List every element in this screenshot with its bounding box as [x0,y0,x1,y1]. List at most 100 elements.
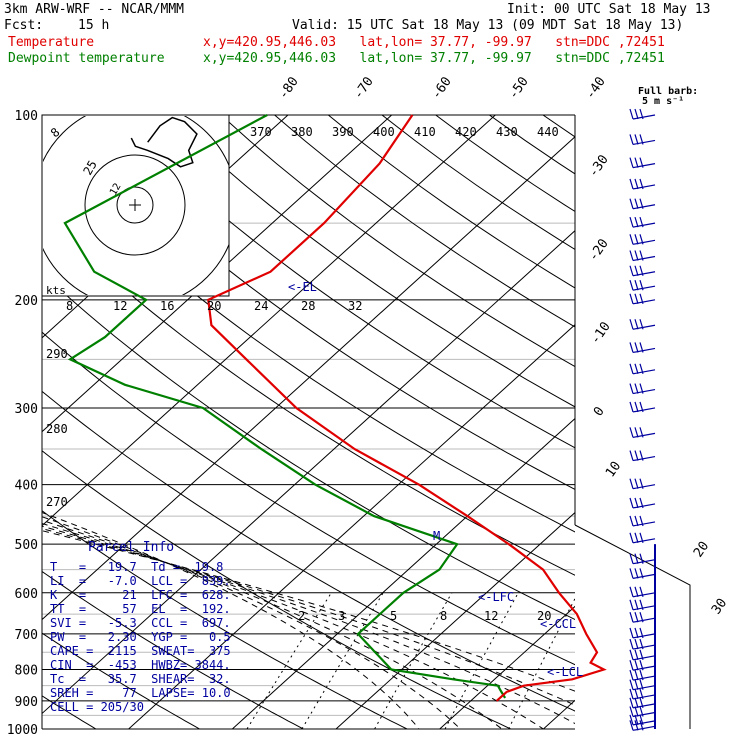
wind-barb-flag [634,265,639,276]
dewpoint-location: x,y=420.95,446.03 lat,lon= 37.77, -99.97… [203,51,665,66]
wind-barb-flag [639,279,644,291]
wind-barb-shaft [632,711,656,718]
wind-barb-flag [629,688,634,700]
isotherm-label: 10 [603,459,624,480]
wind-barb-flag [634,250,639,261]
theta-label: 290 [46,347,68,361]
wind-barb-flag [629,612,634,623]
model-title: 3km ARW-WRF -- NCAR/MMM [4,2,185,17]
wind-barb-flag [634,720,639,731]
wind-barb-shaft [632,285,656,291]
isotherm-label: 30 [709,596,730,617]
isotherm-line [42,115,393,433]
wind-barb-flag [639,553,644,564]
hodograph-axis-label: 32 [348,299,362,313]
wind-barb-flag [639,383,644,394]
wind-barb-flag [639,679,644,690]
wind-barb-flag [634,553,639,564]
isotherm-line [42,230,575,715]
wind-barb-flag [634,319,639,330]
wind-barb-flag [639,586,644,597]
hodograph-axis-label: 12 [113,299,127,313]
dry-adiabat-line [273,115,575,328]
wind-barb-flag [629,198,634,209]
isotherm-line [335,511,575,729]
wind-barb-flag [629,157,634,168]
wind-barb-flag [629,679,634,690]
wind-barb-flag [639,714,644,726]
theta-e-label: 430 [496,125,518,139]
isotherm-line [127,323,575,729]
dry-adiabat-line [660,87,740,740]
wind-barb-flag [629,234,634,245]
wind-barb-flag [629,401,634,413]
forecast-hour: 15 h [78,18,110,33]
wind-barb-flag [629,265,634,276]
dry-adiabat-line [42,272,575,621]
wind-barb-flag [629,599,634,610]
isotherm-line [0,87,8,740]
wind-barb-flag [639,363,644,374]
isotherm-line [42,136,575,621]
theta-label: 280 [46,422,68,436]
wind-barb-flag [634,649,639,660]
pressure-tick-label: 800 [15,663,38,678]
sounding-profiles [63,114,607,702]
isotherm-line [231,417,575,729]
wind-barb-flag [639,720,644,731]
wind-barb-flag [629,669,634,681]
wind-barb-flag [639,659,644,671]
wind-barb-flag [634,279,639,291]
wind-barb-flag [639,157,644,168]
wind-barb-shaft [632,388,656,395]
parcel-info-row: CELL = 205/30 [50,700,144,714]
wind-barb-shaft [632,703,656,709]
wind-barb-shaft [632,655,656,661]
parcel-info-row: PW = 2.30 YGP = 0.5 [50,630,231,644]
wind-barb-flag [634,450,639,461]
wind-barb-flag [629,553,634,564]
hodograph-axis-label: 8 [66,299,73,313]
wind-barb-flag [639,478,644,489]
wind-barb-flag [639,265,644,276]
wind-barb-flag [634,108,639,120]
wind-barb-shaft [632,455,656,462]
theta-e-label: 400 [373,125,395,139]
wind-barb-flag [629,178,634,190]
mixing-ratio-label: 3 [338,609,345,623]
wind-barb-flag [639,612,644,623]
wind-barb-shaft [632,139,656,146]
wind-barb-shaft [632,407,656,413]
wind-barb-shaft [632,484,656,490]
dry-adiabat-line [0,87,13,740]
wind-barb-flag [634,659,639,671]
wind-barb-flag [629,532,634,543]
dry-adiabat-line [42,153,575,533]
wind-barbs: Full barb:5 m s⁻¹ [629,86,698,731]
wind-barb-flag [629,714,634,726]
diagram-grid [0,87,740,740]
dry-adiabat-line [712,87,740,740]
mixing-ratio-label: 5 [390,609,397,623]
wind-barb-flag [634,293,639,305]
dry-adiabat-line [42,390,575,712]
hodograph-ring [116,186,154,224]
pressure-tick-label: 900 [15,695,38,710]
hodograph-axis-label: 16 [160,299,174,313]
wind-barb-flag [634,515,639,527]
pressure-tick-label: 700 [15,628,38,643]
wind-legend-title: Full barb: [638,86,698,97]
wind-barb-shaft [632,559,656,565]
wind-barb-flag [629,279,634,291]
wind-barb-flag [634,427,639,438]
plot-area [0,87,740,740]
wind-barb-flag [639,515,644,527]
dry-adiabat-line [327,115,575,289]
wind-barb-shaft [632,605,656,611]
level-annotation: <-LCL [547,665,583,679]
mixing-ratio-label: 8 [440,609,447,623]
theta-e-label: 370 [250,125,272,139]
parcel-info-title: Parcel Info [88,540,175,555]
wind-barb-flag [639,178,644,190]
